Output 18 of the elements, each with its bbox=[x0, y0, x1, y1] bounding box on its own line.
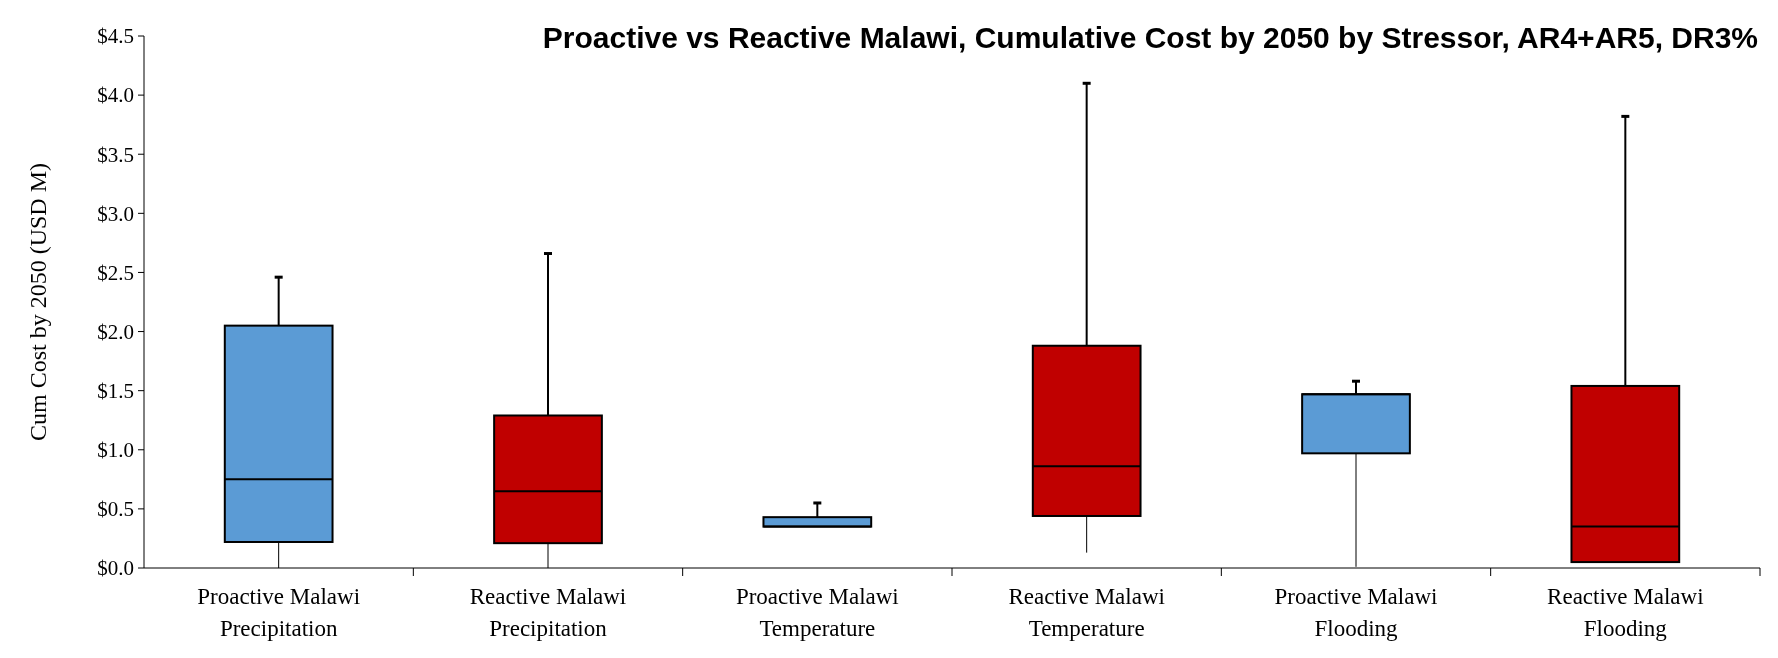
x-tick-label: Reactive Malawi Precipitation bbox=[469, 584, 627, 641]
y-tick-label: $3.5 bbox=[97, 142, 134, 167]
y-axis-title: Cum Cost by 2050 (USD M) bbox=[25, 162, 51, 442]
x-tick-label: Reactive Malawi Temperature bbox=[1008, 584, 1165, 641]
y-tick-label: $4.0 bbox=[97, 83, 134, 108]
x-tick-label: Proactive Malawi Temperature bbox=[735, 584, 899, 641]
y-tick-label: $4.5 bbox=[97, 24, 134, 49]
x-tick-label: Reactive Malawi Flooding bbox=[1547, 584, 1704, 641]
y-tick-label: $0.5 bbox=[97, 497, 134, 522]
y-tick-label: $2.0 bbox=[97, 319, 134, 344]
y-tick-label: $1.5 bbox=[97, 379, 134, 404]
y-tick-label: $2.5 bbox=[97, 260, 134, 285]
x-tick-label: Proactive Malawi Flooding bbox=[1274, 584, 1438, 641]
x-tick-label: Proactive Malawi Precipitation bbox=[197, 584, 361, 641]
chart-title: Proactive vs Reactive Malawi, Cumulative Cost by 2050 by Stressor, AR4+AR5, DR3% bbox=[542, 21, 1758, 54]
y-tick-label: $0.0 bbox=[97, 556, 134, 581]
y-tick-label: $1.0 bbox=[97, 438, 134, 463]
y-tick-label: $3.0 bbox=[97, 201, 134, 226]
